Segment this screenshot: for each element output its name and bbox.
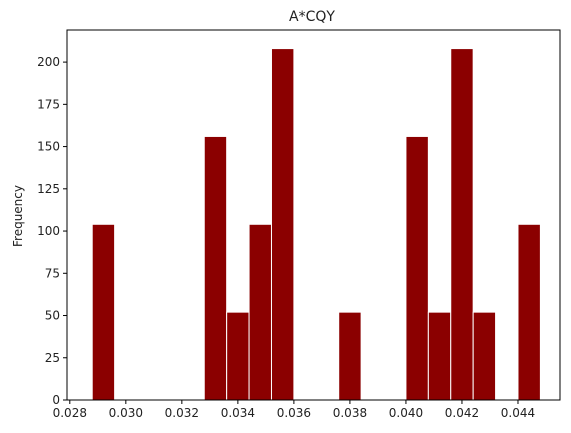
y-tick-label-3: 75 <box>45 266 60 280</box>
histogram-bar-3 <box>248 223 272 401</box>
histogram-bar-2 <box>226 311 250 401</box>
x-tick-label-4: 0.036 <box>277 406 311 420</box>
bars-group <box>91 48 541 401</box>
chart-title: A*CQY <box>289 9 335 25</box>
y-tick-label-1: 25 <box>45 351 60 365</box>
histogram-bar-4 <box>270 48 295 401</box>
y-tick-label-5: 125 <box>37 182 60 196</box>
x-tick-label-8: 0.044 <box>501 406 535 420</box>
y-tick-label-2: 50 <box>45 309 60 323</box>
x-tick-label-0: 0.028 <box>53 406 87 420</box>
histogram-bar-10 <box>517 223 541 401</box>
x-tick-label-3: 0.034 <box>221 406 255 420</box>
histogram-bar-9 <box>472 311 497 401</box>
x-tick-label-1: 0.030 <box>109 406 143 420</box>
x-tick-label-2: 0.032 <box>165 406 199 420</box>
histogram-bar-7 <box>427 311 452 401</box>
y-tick-label-8: 200 <box>37 55 60 69</box>
x-tick-label-7: 0.042 <box>445 406 479 420</box>
histogram-bar-8 <box>450 48 474 401</box>
y-tick-label-4: 100 <box>37 224 60 238</box>
y-axis-ticks: 0 25 50 75 100 125 150 175 200 <box>37 55 67 407</box>
x-tick-label-5: 0.038 <box>333 406 367 420</box>
histogram-bar-6 <box>405 135 429 401</box>
y-tick-label-7: 175 <box>37 97 60 111</box>
histogram-bar-1 <box>203 135 228 401</box>
histogram-bar-5 <box>338 311 362 401</box>
x-axis-ticks: 0.028 0.030 0.032 0.034 0.036 0.038 0.040 0.042… <box>53 400 535 420</box>
histogram-bar-0 <box>91 223 116 401</box>
x-tick-label-6: 0.040 <box>389 406 423 420</box>
plot-frame <box>66 29 561 401</box>
y-tick-label-6: 150 <box>37 140 60 154</box>
y-axis-label: Frequency <box>11 185 25 247</box>
y-tick-label-0: 0 <box>52 393 60 407</box>
